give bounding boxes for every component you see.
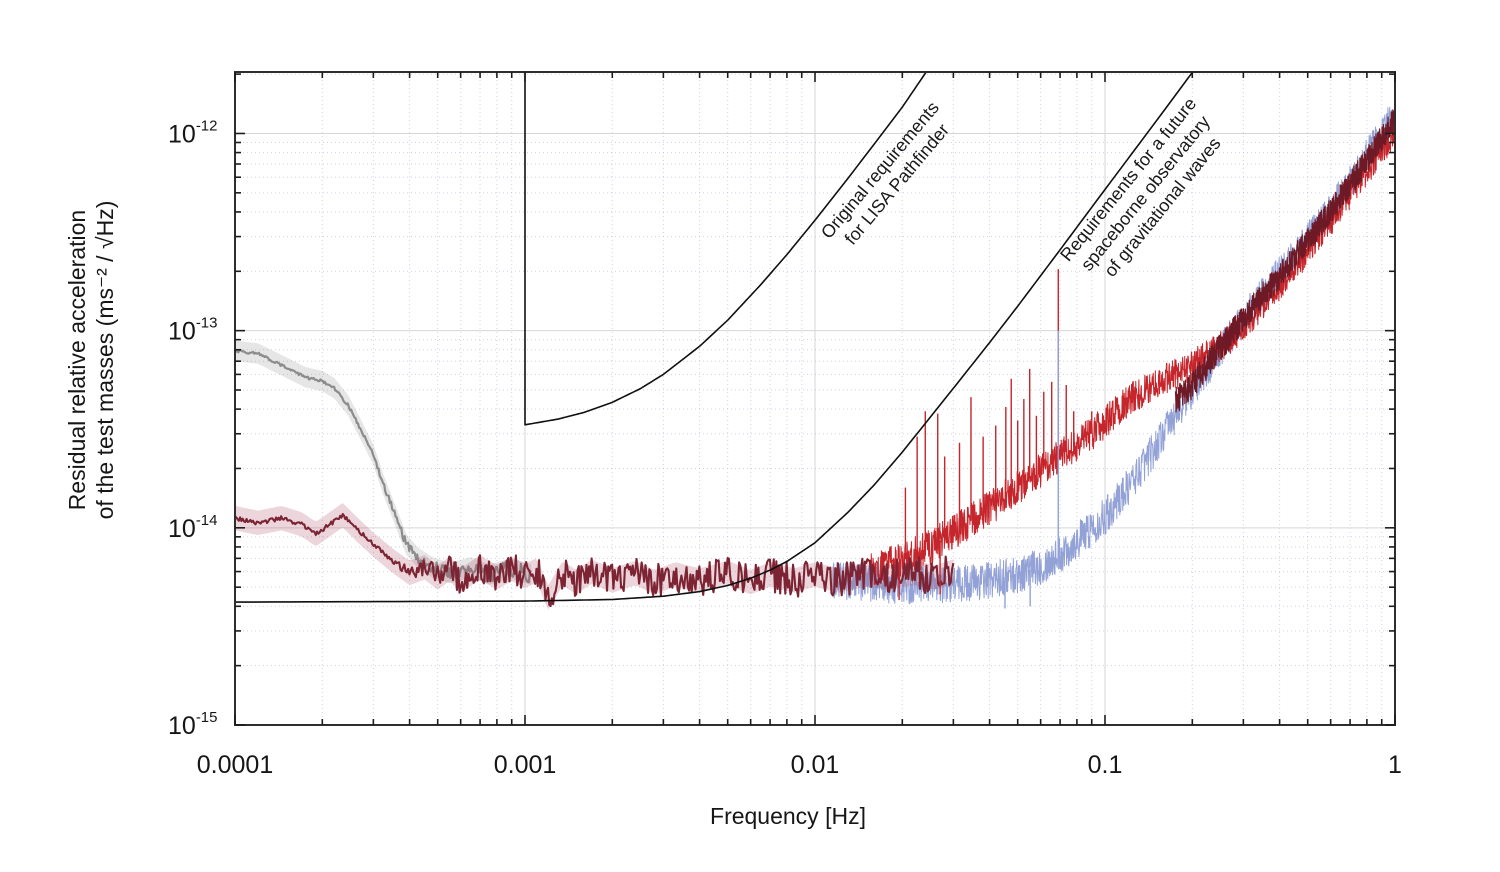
x-tick-label-1: 0.001	[494, 751, 557, 779]
series-lisa-pathfinder-original-requirement	[524, 72, 928, 426]
y-tick-label-3: 10-15	[168, 709, 218, 740]
x-tick-label-3: 0.1	[1088, 751, 1123, 779]
y-tick-label-1: 10-13	[168, 315, 218, 346]
x-tick-label-2: 0.01	[791, 751, 840, 779]
x-tick-label-4: 1	[1388, 751, 1402, 779]
y-axis-label-line1: Residual relative acceleration	[64, 210, 90, 510]
series-red-high-frequency-trace	[869, 117, 1395, 585]
series-lpf-final-result-maroon	[235, 503, 955, 610]
y-axis-label-line2: of the test masses (ms⁻² / √Hz)	[92, 201, 118, 520]
spectral-spikes	[898, 269, 1093, 609]
data-series	[235, 72, 1395, 610]
annotation-0-line-0: Original requirements	[817, 98, 943, 243]
y-tick-label-0: 10-12	[168, 117, 218, 148]
series-maroon-high-frequency-trace	[1174, 109, 1395, 413]
x-tick-label-0: 0.0001	[197, 751, 273, 779]
x-axis-label: Frequency [Hz]	[710, 803, 866, 829]
axes-frame	[234, 71, 1396, 726]
series-future-observatory-requirement	[235, 72, 1194, 603]
tick-labels: 0.0001 0.001 0.01 0.1 1 10-12 10-13 10-14 10-15	[168, 117, 1402, 779]
grid	[235, 72, 1395, 725]
y-tick-label-2: 10-14	[168, 512, 218, 543]
